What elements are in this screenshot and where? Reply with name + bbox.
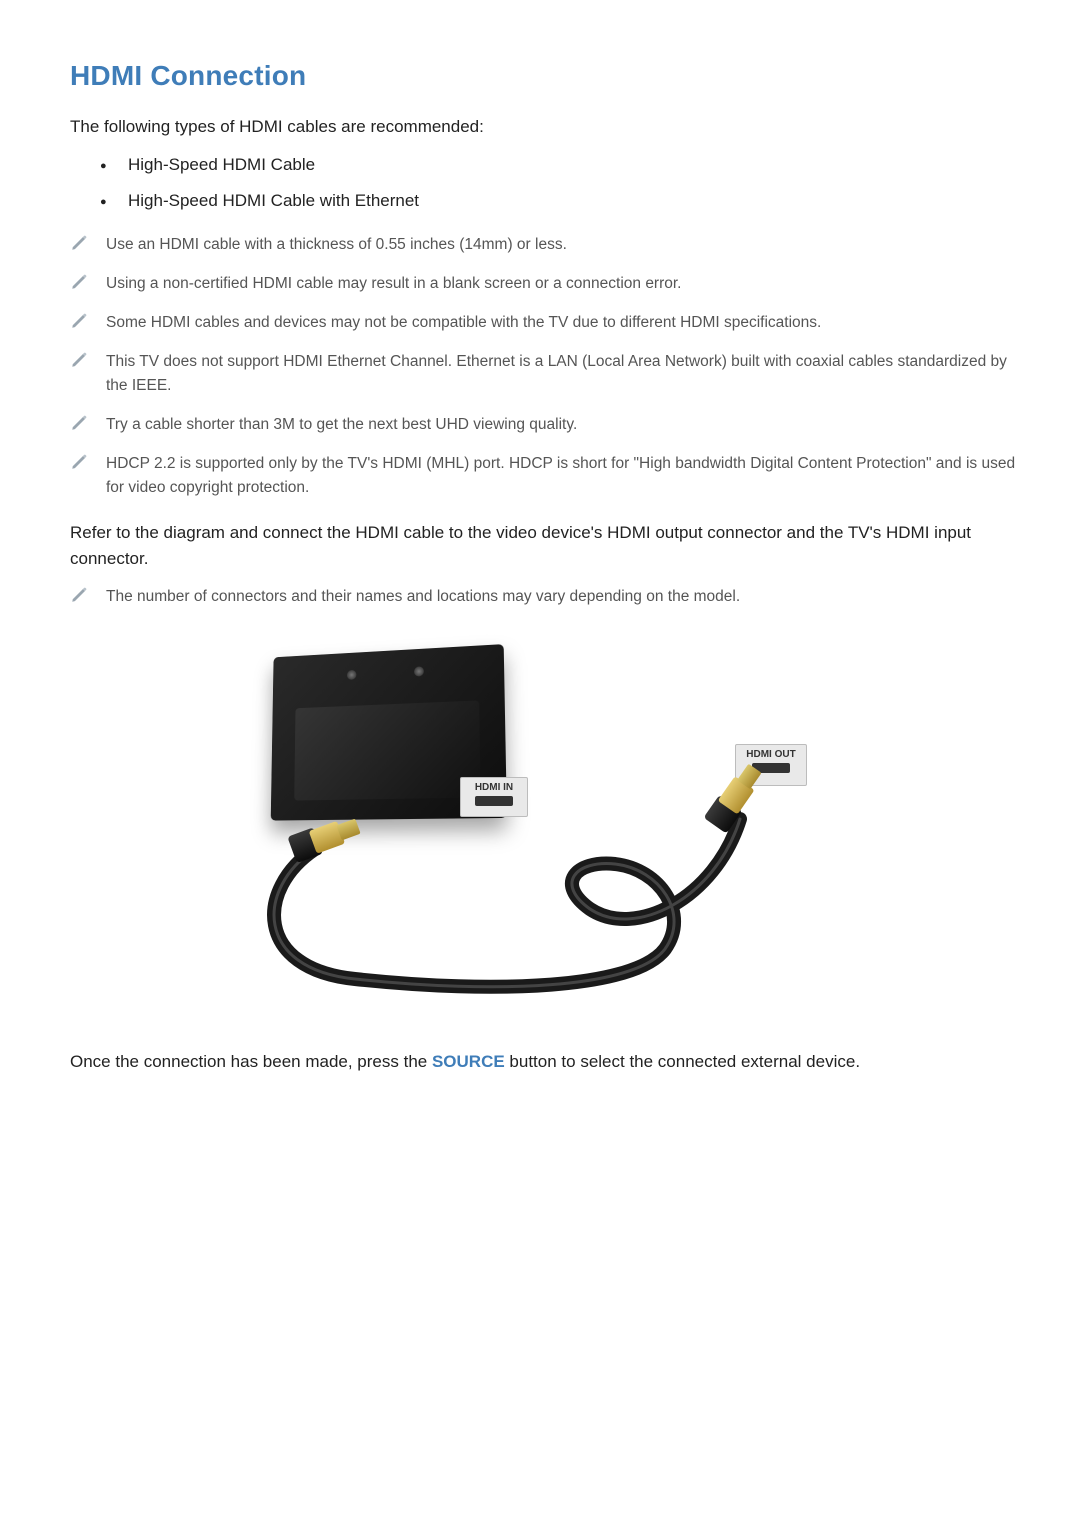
intro-text: The following types of HDMI cables are r… [70,117,1020,137]
document-page: HDMI Connection The following types of H… [0,0,1080,1152]
note-text: The number of connectors and their names… [106,585,740,609]
port-label: HDMI OUT [746,749,795,760]
hdmi-in-port: HDMI IN [460,777,528,817]
note-text: This TV does not support HDMI Ethernet C… [106,350,1020,398]
note-text: Some HDMI cables and devices may not be … [106,311,821,335]
footer-post: button to select the connected external … [505,1052,860,1071]
note-item: Some HDMI cables and devices may not be … [70,311,1020,335]
pencil-icon [70,273,88,291]
list-item: High-Speed HDMI Cable with Ethernet [100,191,1020,211]
note-item: Using a non-certified HDMI cable may res… [70,272,1020,296]
diagram-instructions: Refer to the diagram and connect the HDM… [70,520,1020,573]
screw-icon [424,747,434,757]
pencil-icon [70,414,88,432]
page-title: HDMI Connection [70,60,1020,92]
pencil-icon [70,453,88,471]
note-item: Try a cable shorter than 3M to get the n… [70,413,1020,437]
note-item: Use an HDMI cable with a thickness of 0.… [70,233,1020,257]
footer-pre: Once the connection has been made, press… [70,1052,432,1071]
notes-top: Use an HDMI cable with a thickness of 0.… [70,233,1020,500]
port-slot [475,796,513,806]
pencil-icon [70,312,88,330]
note-text: Use an HDMI cable with a thickness of 0.… [106,233,567,257]
plug-tip [336,818,360,840]
port-label: HDMI IN [475,782,513,793]
screw-icon [337,750,347,760]
pencil-icon [70,234,88,252]
hdmi-diagram: HDMI IN HDMI OUT [235,639,855,1009]
note-text: Using a non-certified HDMI cable may res… [106,272,682,296]
pencil-icon [70,586,88,604]
hdmi-plug-right [702,759,768,835]
note-item: HDCP 2.2 is supported only by the TV's H… [70,452,1020,500]
cable-type-list: High-Speed HDMI Cable High-Speed HDMI Ca… [70,155,1020,211]
footer-instructions: Once the connection has been made, press… [70,1049,1020,1075]
screw-icon [414,666,424,676]
screw-icon [380,749,390,759]
source-button-label: SOURCE [432,1052,505,1071]
diagram-container: HDMI IN HDMI OUT [70,639,1020,1009]
screw-icon [347,670,356,680]
note-item: The number of connectors and their names… [70,585,1020,609]
note-text: Try a cable shorter than 3M to get the n… [106,413,577,437]
note-text: HDCP 2.2 is supported only by the TV's H… [106,452,1020,500]
pencil-icon [70,351,88,369]
notes-bottom: The number of connectors and their names… [70,585,1020,609]
note-item: This TV does not support HDMI Ethernet C… [70,350,1020,398]
list-item: High-Speed HDMI Cable [100,155,1020,175]
